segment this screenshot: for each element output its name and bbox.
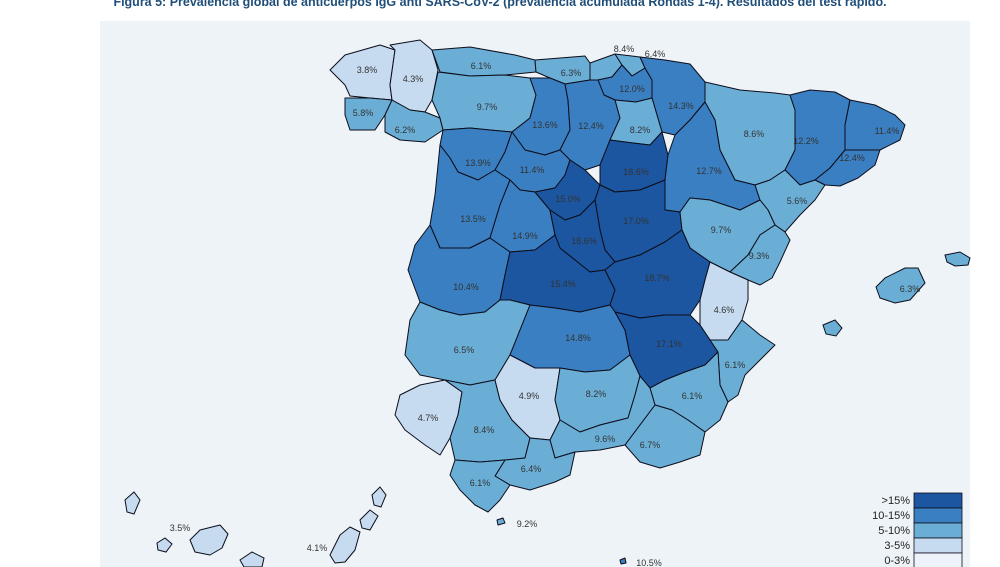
province-label-lleida: 12.2% — [793, 136, 819, 146]
province-label-baleares: 6.3% — [900, 284, 921, 294]
province-baleares — [875, 267, 926, 304]
province-label-melilla: 10.5% — [636, 558, 662, 567]
province-label-valladolid: 11.4% — [520, 165, 545, 175]
province-label-huelva: 4.7% — [418, 413, 439, 423]
province-label-tarragona: 5.6% — [787, 196, 808, 206]
province-label-granada: 9.6% — [595, 434, 616, 444]
province-almeria — [624, 404, 706, 469]
province-label-teruel: 9.7% — [711, 225, 732, 235]
legend-swatch-c15 — [913, 492, 963, 509]
province-label-sc-tenerife: 3.5% — [170, 523, 191, 533]
province-label-segovia: 15.0% — [555, 194, 581, 204]
province-label-albacete: 17.1% — [656, 339, 682, 349]
province-label-malaga: 6.4% — [521, 464, 542, 474]
legend-label-c0_3: 0-3% — [884, 555, 910, 567]
province-label-madrid: 18.6% — [571, 236, 597, 246]
legend-swatch-c10_15 — [913, 507, 963, 524]
province-cuenca — [604, 229, 711, 319]
province-label-barcelona: 12.4% — [839, 153, 865, 163]
legend-label-c5_10: 5-10% — [878, 525, 910, 537]
province-label-almeria: 6.7% — [640, 440, 661, 450]
la-palma-shape — [124, 491, 141, 515]
province-label-lugo: 4.3% — [403, 74, 424, 84]
province-label-las-palmas: 4.1% — [307, 543, 328, 553]
legend-swatch-c3_5 — [913, 537, 963, 554]
figure-title: Figura 5: Prevalencia global de anticuer… — [113, 0, 887, 9]
province-castellon — [729, 224, 791, 286]
province-label-alava: 12.0% — [619, 84, 645, 94]
province-label-burgos: 12.4% — [578, 121, 604, 131]
province-label-castellon: 9.3% — [749, 251, 770, 261]
ibiza-shape — [822, 319, 843, 337]
province-label-ceuta: 9.2% — [517, 519, 538, 529]
province-label-ciudad-real: 14.8% — [565, 333, 591, 343]
legend-label-c3_5: 3-5% — [884, 540, 910, 552]
labels-layer: 3.8% 4.3% 5.8% 6.2% 6.1% 6.3% 8.4% 6.4% 12.0% 14.… — [170, 44, 921, 567]
province-label-alicante: 6.1% — [725, 360, 746, 370]
province-melilla — [619, 557, 627, 565]
province-label-girona: 11.4% — [875, 126, 900, 136]
province-label-pontevedra: 5.8% — [353, 108, 374, 118]
province-label-cordoba: 4.9% — [519, 391, 540, 401]
gran-canaria-shape — [239, 551, 265, 567]
province-label-navarra: 14.3% — [668, 101, 694, 111]
province-label-a-coruna: 3.8% — [357, 65, 378, 75]
province-label-guadalajara: 17.0% — [623, 216, 649, 226]
fuerteventura-shape — [359, 509, 379, 531]
province-label-huesca: 8.6% — [744, 129, 765, 139]
legend: >15% 10-15% 5-10% 3-5% 0-3% — [872, 492, 963, 567]
menorca-shape — [944, 251, 971, 267]
province-cadiz — [449, 459, 511, 513]
province-label-ourense: 6.2% — [395, 125, 416, 135]
province-label-cadiz: 6.1% — [470, 478, 491, 488]
province-label-zaragoza: 12.7% — [696, 166, 722, 176]
province-label-zamora: 13.9% — [465, 158, 491, 168]
province-label-toledo: 15.4% — [550, 279, 576, 289]
legend-label-c15: >15% — [882, 495, 911, 507]
legend-swatch-c0_3 — [913, 552, 963, 567]
province-label-leon: 9.7% — [477, 102, 498, 112]
province-las-palmas — [329, 526, 361, 564]
province-label-caceres: 10.4% — [453, 282, 479, 292]
province-girona — [844, 99, 906, 151]
lanzarote-shape — [371, 486, 387, 508]
province-label-cantabria: 6.3% — [561, 68, 582, 78]
province-label-valencia: 4.6% — [714, 305, 735, 315]
province-sc-tenerife — [189, 524, 229, 556]
province-ceuta — [496, 517, 506, 526]
province-label-palencia: 13.6% — [532, 120, 558, 130]
province-label-avila: 14.9% — [512, 231, 538, 241]
province-pontevedra — [344, 97, 393, 131]
provinces-layer — [189, 39, 926, 565]
province-label-cuenca: 18.7% — [644, 273, 670, 283]
province-label-badajoz: 6.5% — [454, 345, 475, 355]
province-label-la-rioja: 8.2% — [630, 125, 651, 135]
province-label-jaen: 8.2% — [586, 389, 607, 399]
province-label-murcia: 6.1% — [682, 391, 703, 401]
legend-swatch-c5_10 — [913, 522, 963, 539]
province-label-asturias: 6.1% — [471, 61, 492, 71]
province-label-gipuzkoa: 6.4% — [645, 49, 666, 59]
la-gomera-shape — [156, 537, 173, 553]
legend-label-c10_15: 10-15% — [872, 510, 910, 522]
province-label-soria: 18.6% — [623, 167, 649, 177]
islets-layer — [124, 251, 971, 567]
province-label-sevilla: 8.4% — [474, 425, 495, 435]
province-label-bizkaia: 8.4% — [614, 44, 635, 54]
province-barcelona — [814, 149, 881, 187]
province-label-salamanca: 13.5% — [460, 214, 486, 224]
